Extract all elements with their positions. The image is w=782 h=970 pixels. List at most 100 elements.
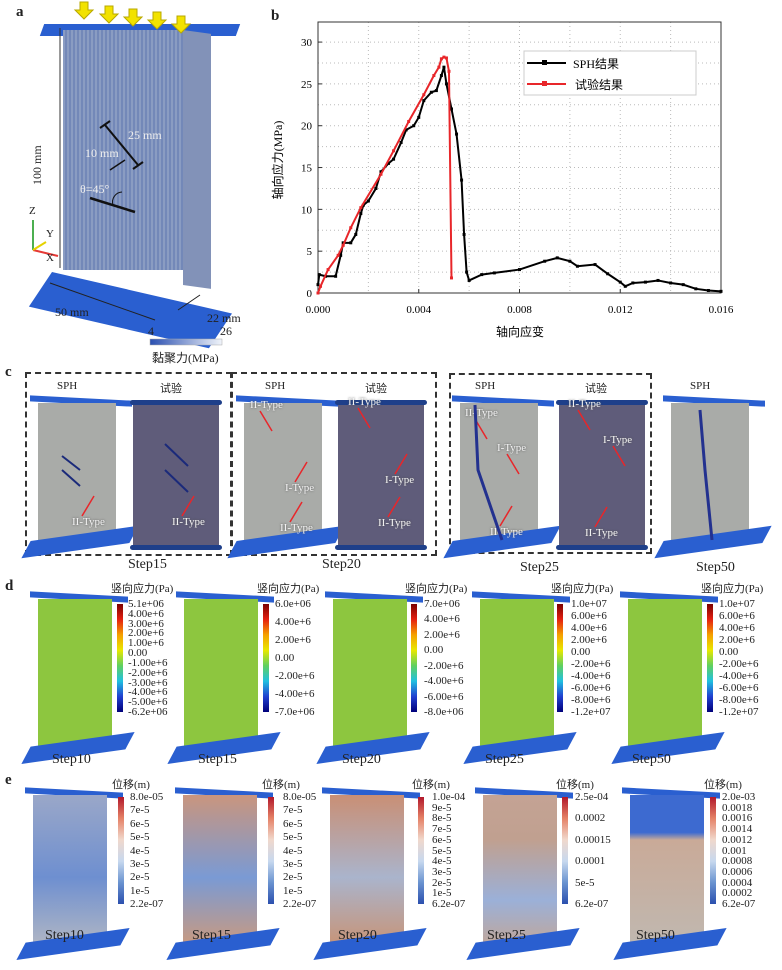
flaw-length-label: 25 mm	[128, 128, 162, 142]
colorbar-tick-label: 8e-5	[432, 812, 452, 825]
colorbar-tick-label: -1.00e+6	[128, 656, 168, 669]
data-point	[359, 212, 363, 216]
data-point	[336, 253, 340, 257]
colorbar-tick-label: 1.0e+07	[571, 598, 607, 610]
data-point	[374, 186, 378, 190]
data-point	[399, 140, 403, 144]
data-point	[407, 120, 411, 124]
height-dimension-label: 100 mm	[30, 145, 44, 185]
colorbar-tick-label: 4e-5	[432, 855, 452, 868]
colorbar-tick-label: -6.00e+6	[719, 682, 759, 694]
colorbar-tick-label: 0.0002	[722, 887, 753, 900]
specimen-face	[460, 403, 538, 543]
data-point	[317, 273, 321, 277]
colorbar-title: 竖向应力(Pa)	[111, 583, 174, 595]
colorbar-max-label: 26	[220, 324, 232, 338]
step-label: Step25	[520, 560, 559, 575]
step-label: Step50	[632, 752, 671, 767]
data-point	[467, 278, 471, 282]
colorbar-tick-label: 3.00e+6	[128, 617, 164, 630]
data-point	[442, 55, 446, 59]
data-point	[432, 74, 436, 78]
colorbar-tick-label: -4.00e+6	[571, 670, 611, 682]
axis-y-label: Y	[46, 228, 54, 240]
data-point	[439, 74, 443, 78]
data-point	[593, 263, 597, 267]
y-tick-label: 15	[301, 163, 313, 175]
y-tick-label: 30	[301, 37, 313, 49]
step-label: Step50	[696, 560, 735, 575]
colorbar-tick-label: -6.2e+06	[128, 706, 168, 718]
colorbar	[263, 604, 269, 712]
colorbar-tick-label: -2.00e+6	[424, 659, 464, 672]
crack-type-annotation: II-Type	[172, 516, 205, 528]
data-point	[341, 243, 345, 247]
y-axis-label: 轴向应力(MPa)	[270, 121, 285, 200]
crack-type-annotation: II-Type	[465, 407, 498, 419]
colorbar-title: 位移(m)	[112, 779, 150, 791]
colorbar-tick-label: 0.0016	[722, 812, 753, 825]
specimen	[316, 591, 443, 774]
colorbar	[418, 797, 424, 904]
specimen	[16, 787, 143, 970]
data-point	[444, 82, 448, 86]
data-point	[316, 291, 320, 295]
colorbar-tick-label: 2e-5	[432, 876, 452, 889]
panel-label-a: a	[16, 4, 24, 20]
data-point	[606, 272, 610, 276]
data-point	[349, 241, 353, 245]
colorbar-tick-label: 4.00e+6	[128, 607, 164, 620]
panel-label-e: e	[5, 772, 12, 788]
colorbar-tick-label: 0.0012	[722, 833, 753, 846]
axis-z-label: Z	[29, 205, 36, 217]
data-point	[359, 206, 363, 210]
specimen-face	[628, 599, 702, 749]
specimen-face	[630, 795, 704, 945]
data-point	[429, 90, 433, 94]
data-point	[442, 65, 446, 69]
colorbar-tick-label: -1.2e+07	[571, 706, 611, 718]
colorbar-tick-label: 1e-5	[432, 887, 452, 900]
colorbar-tick-label: 6e-5	[432, 833, 452, 846]
colorbar	[562, 797, 568, 904]
x-axis-label: 轴向应变	[496, 324, 544, 339]
specimen-face	[183, 795, 257, 945]
data-point	[719, 289, 723, 293]
crack-type-annotation: II-Type	[378, 517, 411, 529]
colorbar-tick-label: -8.00e+6	[719, 694, 759, 706]
crack-type-annotation: II-Type	[72, 516, 105, 528]
data-point	[379, 170, 383, 174]
depth-dimension-line	[177, 294, 201, 311]
crack-type-annotation: II-Type	[250, 399, 283, 411]
step-label: Step25	[485, 752, 524, 767]
colorbar-tick-label: 6.0e+06	[275, 598, 311, 610]
colorbar-tick-label: 5e-5	[130, 831, 150, 844]
colorbar-tick-label: 6e-5	[283, 817, 303, 830]
y-tick-label: 10	[301, 204, 313, 216]
colorbar-tick-label: 6.2e-07	[432, 898, 466, 910]
colorbar	[118, 797, 124, 904]
colorbar	[411, 604, 417, 712]
flaw-spacing-label: 10 mm	[85, 146, 119, 160]
data-point	[417, 115, 421, 119]
specimen-face	[33, 795, 107, 945]
specimen-title: 试验	[160, 383, 182, 395]
data-point	[449, 276, 453, 280]
data-point	[412, 124, 416, 128]
crack-type-annotation: II-Type	[585, 527, 618, 539]
data-point	[706, 288, 710, 292]
specimen	[130, 398, 252, 568]
data-point	[387, 161, 391, 165]
y-tick-label: 20	[301, 121, 313, 133]
depth-dimension-label: 22 mm	[207, 311, 241, 325]
y-tick-label: 25	[301, 79, 313, 91]
colorbar-tick-label: -5.00e+6	[128, 696, 168, 709]
dashed-group-box	[449, 373, 652, 554]
data-point	[643, 280, 647, 284]
crack-type-annotation: I-Type	[497, 442, 527, 454]
specimen	[335, 398, 457, 568]
colorbar-tick-label: -2.00e+6	[128, 666, 168, 679]
width-dimension-label: 50 mm	[55, 305, 89, 319]
colorbar-tick-label: 2e-5	[130, 871, 150, 884]
colorbar-tick-label: 8.0e-05	[130, 791, 164, 803]
